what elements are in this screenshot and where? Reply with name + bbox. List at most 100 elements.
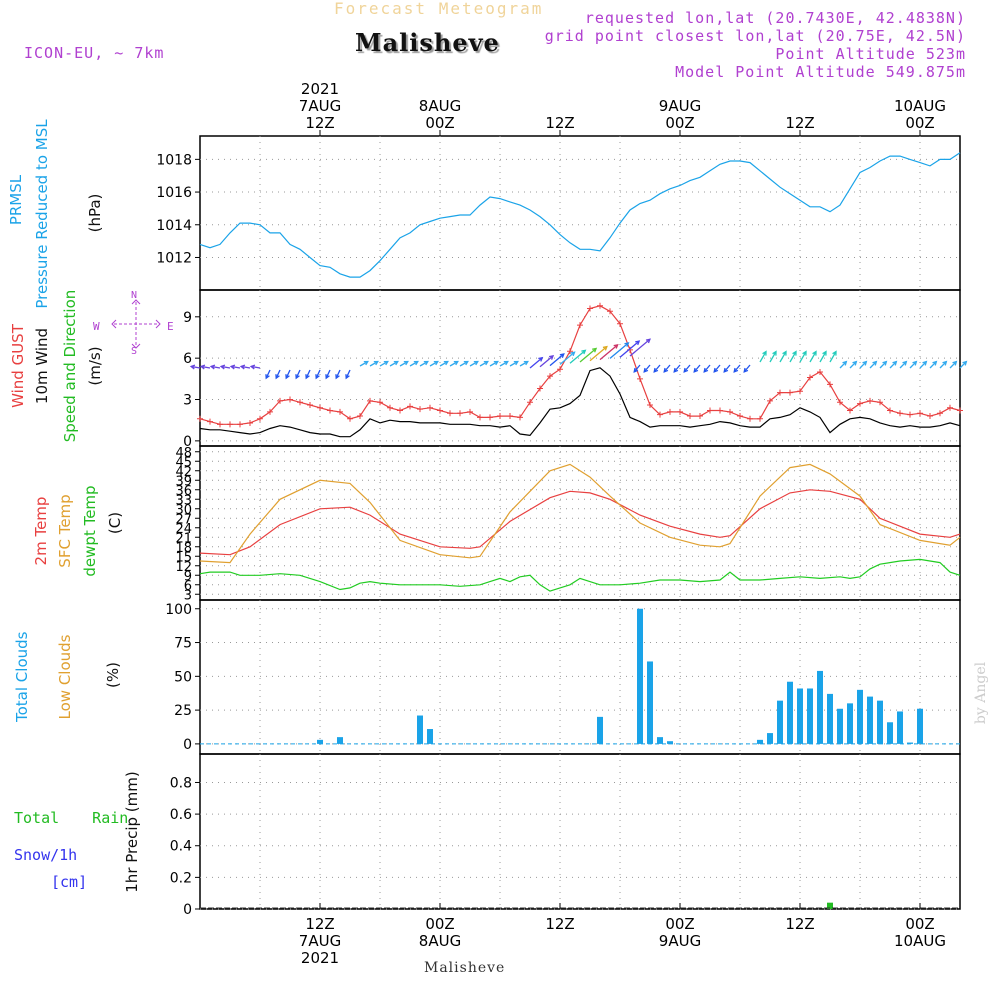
wind-direction-arrow	[559, 351, 576, 365]
gust-point	[647, 402, 653, 409]
dewpt-temp-line	[199, 558, 961, 592]
clouds-ytick-label: 0	[183, 737, 192, 753]
top-time-label: 12Z	[785, 114, 814, 132]
temperature-ytick-label: 9	[184, 569, 192, 584]
temperature-ytick-label: 12	[175, 560, 192, 575]
total-clouds-bar	[317, 739, 323, 744]
wind-direction-arrow	[459, 360, 469, 367]
gust-point	[687, 413, 693, 420]
wind-direction-arrow	[569, 349, 587, 364]
wind-direction-arrow	[713, 364, 721, 373]
bottom-time-label: 7AUG	[299, 932, 341, 950]
bottom-time-label: 00Z	[905, 915, 934, 933]
top-time-label: 8AUG	[419, 97, 461, 115]
total-clouds-bar	[777, 700, 783, 744]
gust-point	[597, 302, 603, 309]
clouds-ytick-label: 50	[174, 669, 192, 685]
wind-direction-arrow	[829, 350, 837, 363]
gust-point	[827, 381, 833, 388]
gust-point	[547, 373, 553, 380]
gust-point	[457, 410, 463, 417]
total-clouds-bar	[637, 608, 643, 744]
gust-point	[477, 414, 483, 421]
gust-point	[337, 408, 343, 415]
wind-direction-arrow	[439, 360, 449, 367]
wind-frame	[199, 289, 961, 447]
gust-point	[867, 397, 873, 404]
gust-point	[887, 407, 893, 414]
wind-direction-arrow	[819, 350, 827, 363]
compass-icon	[111, 299, 161, 349]
gust-point	[357, 413, 363, 420]
bottom-time-label: 8AUG	[419, 932, 461, 950]
wind-direction-arrow	[325, 369, 331, 380]
gust-point	[617, 320, 623, 327]
total-clouds-bar	[757, 739, 763, 744]
gust-point	[397, 407, 403, 414]
gust-point	[247, 419, 253, 426]
temperature-ytick-label: 15	[175, 550, 192, 565]
total-clouds-bar	[597, 716, 603, 744]
gust-point	[467, 408, 473, 415]
top-time-label: 7AUG	[299, 97, 341, 115]
gust-point	[417, 406, 423, 413]
gust-point	[537, 385, 543, 392]
wind-direction-arrow	[809, 350, 817, 363]
wind-direction-arrow	[265, 369, 271, 380]
wind-direction-arrow	[743, 364, 751, 373]
total-clouds-bar	[887, 722, 893, 744]
top-time-label: 12Z	[545, 114, 574, 132]
wind-direction-arrow	[315, 369, 321, 380]
temperature-ytick-label: 6	[184, 579, 192, 594]
total-clouds-bar	[837, 708, 843, 744]
gust-point	[507, 413, 513, 420]
wind-direction-arrow	[539, 355, 555, 368]
gust-point	[377, 399, 383, 406]
gust-point	[577, 322, 583, 329]
gust-point	[497, 413, 503, 420]
total-clouds-bar	[427, 729, 433, 744]
gust-point	[637, 375, 643, 382]
wind-direction-arrow	[189, 364, 201, 370]
wind-direction-arrow	[399, 360, 409, 367]
total-clouds-bar	[877, 700, 883, 744]
wind-direction-arrow	[469, 360, 479, 367]
gust-point	[677, 408, 683, 415]
total-clouds-bar	[847, 703, 853, 744]
wind-direction-arrow	[919, 360, 928, 369]
gust-point	[807, 374, 813, 381]
gust-point	[817, 368, 823, 375]
wind-direction-arrow	[369, 360, 379, 367]
pressure-ytick-label: 1014	[156, 218, 192, 234]
top-title: Forecast Meteogram	[334, 0, 544, 18]
top-time-label: 10AUG	[894, 97, 946, 115]
gust-point	[427, 404, 433, 411]
gust-point	[257, 415, 263, 422]
requested-coords: requested lon,lat (20.7430E, 42.4838N)	[584, 9, 966, 27]
gust-point	[857, 400, 863, 407]
pressure-ytick-label: 1018	[156, 152, 192, 168]
gust-point	[927, 413, 933, 420]
wind-direction-arrow	[599, 343, 619, 361]
wind-direction-arrow	[589, 345, 608, 362]
point-altitude: Point Altitude 523m	[775, 45, 966, 63]
gust-point	[437, 407, 443, 414]
wind-direction-arrow	[275, 369, 281, 380]
bottom-time-label: 00Z	[425, 915, 454, 933]
prmsl-line	[199, 152, 961, 278]
model-altitude: Model Point Altitude 549.875m	[675, 63, 966, 81]
pressure-ytick-label: 1016	[156, 185, 192, 201]
top-time-label: 9AUG	[659, 97, 701, 115]
total-clouds-bar	[917, 708, 923, 744]
precip-ytick-label: 0.8	[170, 775, 192, 791]
compass-w: W	[93, 320, 100, 333]
wind-direction-arrow	[549, 353, 565, 367]
wind-direction-arrow	[509, 360, 519, 367]
bottom-time-label: 00Z	[665, 915, 694, 933]
gust-point	[917, 410, 923, 417]
gust-point	[237, 421, 243, 428]
gust-point	[367, 397, 373, 404]
wind-direction-arrow	[673, 364, 681, 373]
wind-direction-arrow	[285, 369, 291, 380]
clouds-ytick-label: 100	[165, 602, 192, 618]
